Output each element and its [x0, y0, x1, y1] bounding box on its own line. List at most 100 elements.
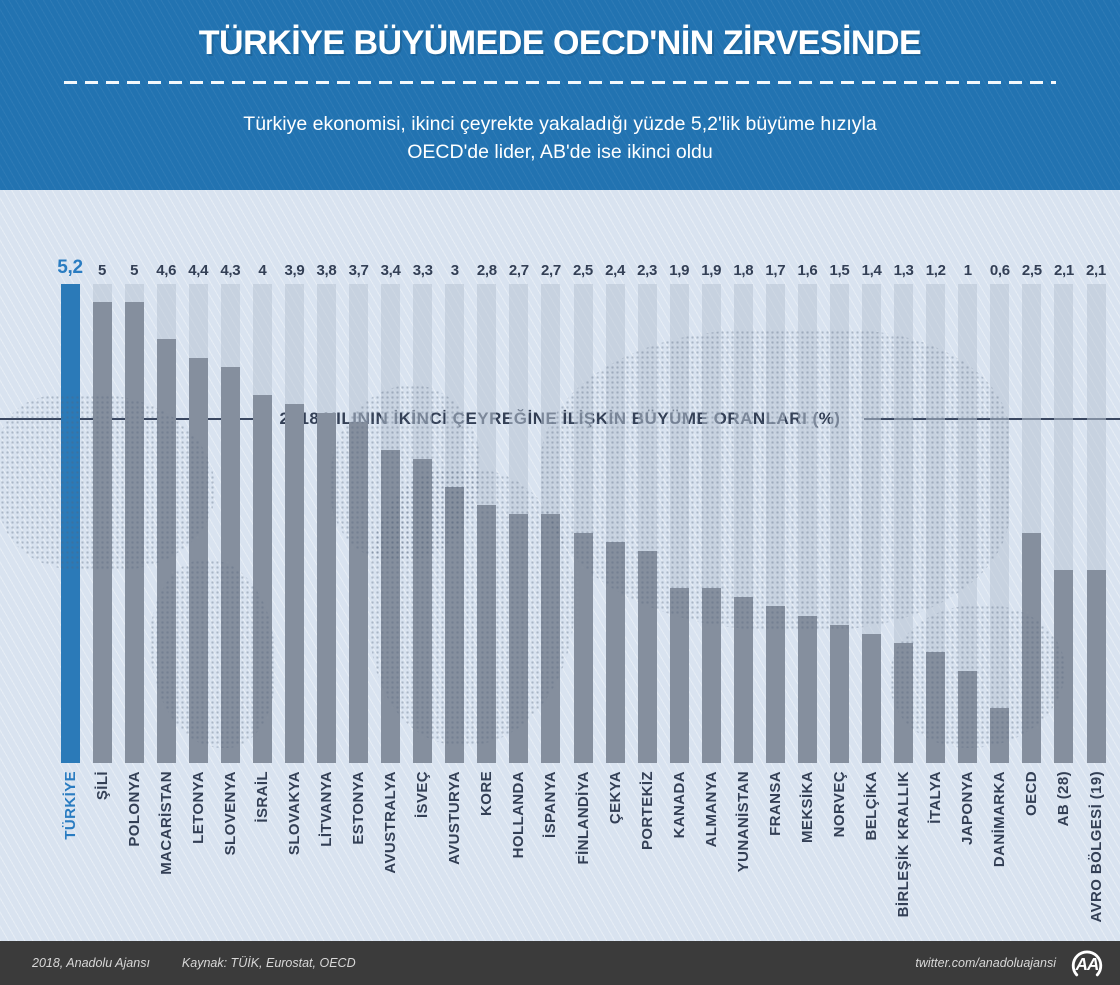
bar-track: [1022, 284, 1042, 763]
bar-value-label: 1,4: [861, 262, 882, 279]
bar-column: 2,4 ÇEKYA: [603, 250, 627, 923]
bar-track: [541, 284, 561, 763]
bar-column: 4,4 LETONYA: [186, 250, 210, 923]
bar: [124, 302, 144, 763]
bar-column: 2,7 İSPANYA: [539, 250, 563, 923]
bar-value-label: 2,3: [637, 262, 658, 279]
bar: [733, 597, 753, 763]
bar-column: 1,5 NORVEÇ: [828, 250, 852, 923]
bar: [413, 459, 433, 763]
bar-column: 3 AVUSTURYA: [443, 250, 467, 923]
bar-column: 2,7 HOLLANDA: [507, 250, 531, 923]
bar-value-label: 1,3: [893, 262, 914, 279]
footer-credit: 2018, Anadolu Ajansı: [32, 956, 150, 970]
subtitle-line-2: OECD'de lider, AB'de ise ikinci oldu: [407, 141, 713, 163]
bar-value-label: 4: [258, 262, 267, 279]
bar-column: 1,6 MEKSİKA: [795, 250, 819, 923]
bar-track: [1086, 284, 1106, 763]
bar-value-label: 2,4: [605, 262, 626, 279]
header-band: TÜRKİYE BÜYÜMEDE OECD'NİN ZİRVESİNDE Tür…: [0, 0, 1120, 190]
bar-track: [156, 284, 176, 763]
category-label: YUNANİSTAN: [734, 771, 752, 873]
bar-value-label: 3,8: [316, 262, 337, 279]
bar-track: [477, 284, 497, 763]
category-label: JAPONYA: [959, 771, 977, 845]
category-label: İTALYA: [927, 771, 945, 824]
subtitle: Türkiye ekonomisi, ikinci çeyrekte yakal…: [0, 110, 1120, 166]
bar: [445, 487, 465, 763]
bar-column: 1,7 FRANSA: [763, 250, 787, 923]
bar-track: [381, 284, 401, 763]
category-label: LETONYA: [189, 771, 207, 844]
category-label: FİNLANDİYA: [574, 771, 592, 865]
bar-value-label: 1,5: [829, 262, 850, 279]
bar-track: [733, 284, 753, 763]
bar-track: [605, 284, 625, 763]
category-label: AVRO BÖLGESİ (19): [1087, 771, 1105, 923]
category-label: ÇEKYA: [606, 771, 624, 825]
bar: [156, 339, 176, 763]
category-label: BELÇİKA: [863, 771, 881, 841]
dashed-divider: [64, 81, 1056, 84]
category-label: SLOVENYA: [221, 771, 239, 856]
bar: [284, 404, 304, 763]
bar-column: 2,1 AB (28): [1052, 250, 1076, 923]
bar-value-label: 1,2: [925, 262, 946, 279]
bar-value-label: 1,8: [733, 262, 754, 279]
bar-value-label: 3,4: [380, 262, 401, 279]
bar-column: 1,9 KANADA: [667, 250, 691, 923]
bar-value-label: 3: [450, 262, 459, 279]
bar: [477, 505, 497, 763]
bar-column: 2,8 KORE: [475, 250, 499, 923]
bar: [637, 551, 657, 763]
bar-column: 3,4 AVUSTRALYA: [379, 250, 403, 923]
bar-value-label: 1,6: [797, 262, 818, 279]
category-label: OECD: [1023, 771, 1041, 816]
bar-track: [252, 284, 272, 763]
bar: [1022, 533, 1042, 763]
bar: [317, 413, 336, 763]
bar: [573, 533, 593, 763]
category-label: MACARİSTAN: [157, 771, 175, 875]
bar: [765, 606, 785, 763]
bar-column: 4,3 SLOVENYA: [218, 250, 242, 923]
bar-column: 0,6 DANİMARKA: [988, 250, 1012, 923]
bar-value-label: 1: [963, 262, 972, 279]
bar-value-label: 2,1: [1086, 262, 1106, 279]
category-label: ALMANYA: [702, 771, 720, 848]
bar-value-label: 2,7: [508, 262, 529, 279]
bar-track: [220, 284, 240, 763]
bar-track: [509, 284, 529, 763]
bar: [701, 588, 721, 763]
bar-value-label: 3,9: [284, 262, 305, 279]
bar-column: 3,7 ESTONYA: [347, 250, 371, 923]
bar-value-label: 4,4: [188, 262, 209, 279]
bar-column: 5 POLONYA: [122, 250, 146, 923]
bar-value-label: 1,9: [669, 262, 690, 279]
bar-value-label: 2,1: [1053, 262, 1074, 279]
bar-value-label: 1,9: [701, 262, 722, 279]
category-label: AVUSTRALYA: [382, 771, 400, 874]
category-label: NORVEÇ: [831, 771, 848, 838]
category-label: KANADA: [670, 771, 688, 839]
bar-track: [894, 284, 914, 763]
category-label: DANİMARKA: [991, 771, 1009, 868]
bar-track: [317, 284, 336, 763]
bar-value-label: 1,7: [765, 262, 786, 279]
bar-value-label: 2,5: [573, 262, 593, 279]
bar-column: 3,9 SLOVAKYA: [282, 250, 306, 923]
bar: [1086, 570, 1106, 763]
bar-track: [990, 284, 1010, 763]
bar-column: 1,2 İTALYA: [924, 250, 948, 923]
bar-track: [797, 284, 817, 763]
bar-value-label: 5: [98, 262, 107, 279]
bar-value-label: 5: [130, 262, 139, 279]
category-label: MEKSİKA: [798, 771, 816, 843]
bar-track: [830, 284, 849, 763]
bar-column: 4,6 MACARİSTAN: [154, 250, 178, 923]
bar-column: 2,5 OECD: [1020, 250, 1044, 923]
subtitle-line-1: Türkiye ekonomisi, ikinci çeyrekte yakal…: [243, 113, 877, 135]
bar: [797, 616, 817, 763]
category-label: ESTONYA: [350, 771, 368, 845]
